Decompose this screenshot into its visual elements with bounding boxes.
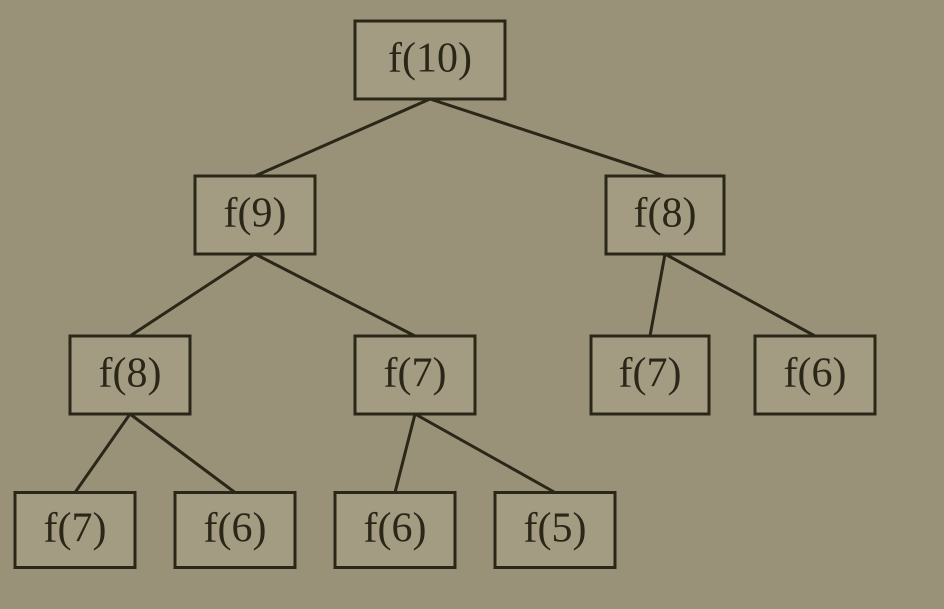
tree-node: f(7)	[591, 336, 709, 414]
node-label: f(6)	[364, 506, 427, 552]
tree-node: f(10)	[355, 21, 505, 99]
node-label: f(8)	[634, 191, 697, 237]
tree-node: f(6)	[335, 493, 455, 568]
node-label: f(6)	[784, 351, 847, 397]
tree-edge	[430, 99, 665, 176]
tree-edge	[255, 99, 430, 176]
tree-node: f(6)	[755, 336, 875, 414]
tree-node: f(6)	[175, 493, 295, 568]
node-label: f(7)	[384, 351, 447, 397]
tree-edge	[415, 414, 555, 493]
tree-node: f(8)	[70, 336, 190, 414]
tree-edge	[130, 254, 255, 336]
recursion-tree-diagram: f(10) f(9) f(8) f(8) f(7) f(7) f(6) f(7) f(6) f(6…	[0, 0, 944, 609]
tree-edge	[395, 414, 415, 493]
node-label: f(5)	[524, 506, 587, 552]
tree-edge	[665, 254, 815, 336]
tree-edge	[130, 414, 235, 493]
tree-node: f(5)	[495, 493, 615, 568]
node-label: f(7)	[44, 506, 107, 552]
node-label: f(6)	[204, 506, 267, 552]
tree-node: f(9)	[195, 176, 315, 254]
node-label: f(10)	[388, 36, 472, 82]
tree-node: f(8)	[606, 176, 724, 254]
node-label: f(7)	[619, 351, 682, 397]
tree-edge	[75, 414, 130, 493]
tree-node: f(7)	[355, 336, 475, 414]
tree-node: f(7)	[15, 493, 135, 568]
node-label: f(8)	[99, 351, 162, 397]
tree-edge	[255, 254, 415, 336]
node-label: f(9)	[224, 191, 287, 237]
edges-layer	[75, 99, 815, 493]
tree-edge	[650, 254, 665, 336]
